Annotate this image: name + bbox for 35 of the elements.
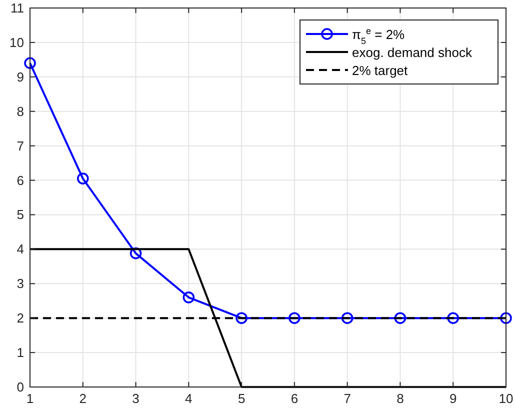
y-tick-label: 10: [10, 34, 24, 50]
legend-label: exog. demand shock: [352, 45, 472, 60]
x-tick-label: 6: [290, 391, 298, 406]
y-tick-label: 9: [16, 69, 24, 84]
point: [341, 312, 354, 324]
point: [500, 312, 512, 324]
x-tick-label: 1: [26, 391, 34, 406]
point: [182, 292, 195, 304]
point: [24, 57, 36, 70]
y-tick-label: 2: [16, 310, 24, 326]
point: [394, 312, 406, 324]
x-tick-label: 3: [132, 391, 140, 406]
point: [447, 312, 460, 324]
y-tick-label: 0: [16, 380, 24, 394]
y-tick-label: 5: [16, 207, 24, 222]
y-tick-label: 4: [16, 242, 24, 257]
x-tick-label: 7: [344, 391, 351, 406]
point: [130, 247, 142, 260]
y-tick-label: 11: [10, 0, 24, 16]
y-tick-label: 3: [16, 276, 24, 292]
y-tick-label: 7: [16, 138, 24, 154]
x-tick-label: 5: [238, 391, 246, 406]
x-tick-label: 4: [185, 391, 192, 406]
legend-label: π$_{5}$$^{e}$ = 2%: [352, 26, 406, 46]
point: [288, 312, 300, 324]
x-tick-label: 2: [79, 391, 87, 406]
y-tick-label: 1: [16, 345, 24, 360]
x-tick-label: 8: [396, 391, 404, 406]
x-tick-label: 10: [498, 391, 514, 406]
x-tick-label: 9: [449, 391, 457, 406]
y-tick-label: 8: [16, 104, 24, 119]
y-tick-label: 6: [16, 172, 24, 188]
legend-label: 2% target: [352, 63, 408, 78]
point: [76, 172, 89, 184]
point: [236, 312, 248, 324]
